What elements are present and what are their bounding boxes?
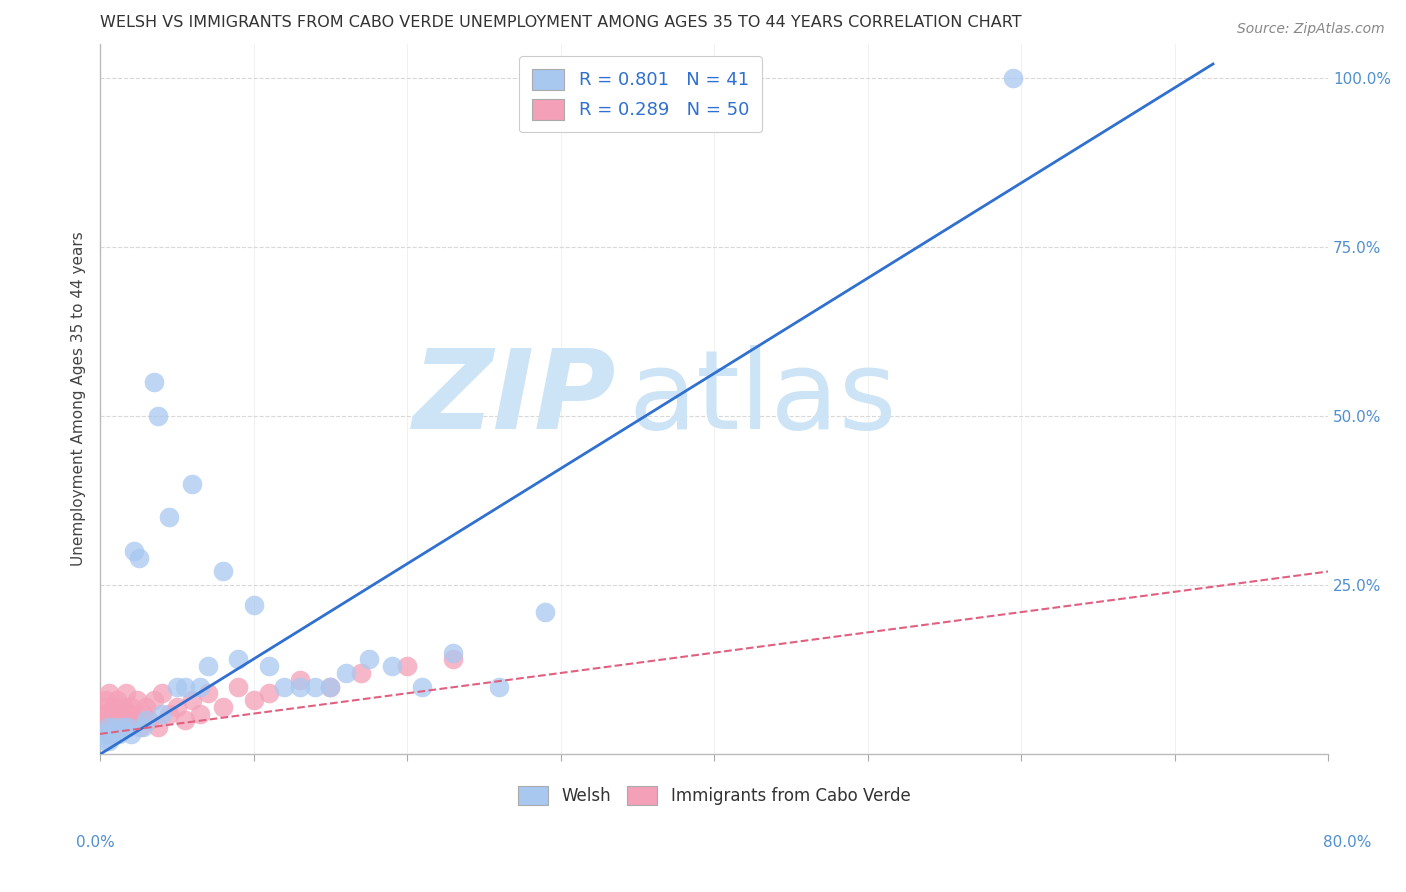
- Point: [166, 680, 188, 694]
- Point: [91, 706, 114, 721]
- Point: [135, 714, 157, 728]
- Point: [98, 686, 121, 700]
- Point: [181, 476, 204, 491]
- Point: [132, 706, 155, 721]
- Point: [357, 652, 380, 666]
- Point: [98, 714, 121, 728]
- Point: [101, 727, 124, 741]
- Point: [288, 680, 311, 694]
- Point: [257, 659, 280, 673]
- Point: [108, 706, 131, 721]
- Text: WELSH VS IMMIGRANTS FROM CABO VERDE UNEMPLOYMENT AMONG AGES 35 TO 44 YEARS CORRE: WELSH VS IMMIGRANTS FROM CABO VERDE UNEM…: [100, 15, 1022, 30]
- Point: [150, 686, 173, 700]
- Point: [117, 720, 139, 734]
- Point: [138, 714, 160, 728]
- Point: [93, 720, 115, 734]
- Point: [97, 706, 120, 721]
- Point: [181, 693, 204, 707]
- Point: [104, 720, 127, 734]
- Point: [135, 699, 157, 714]
- Point: [107, 720, 129, 734]
- Point: [681, 70, 703, 85]
- Point: [101, 706, 124, 721]
- Point: [441, 652, 464, 666]
- Text: Source: ZipAtlas.com: Source: ZipAtlas.com: [1237, 22, 1385, 37]
- Point: [114, 720, 136, 734]
- Point: [212, 699, 235, 714]
- Point: [93, 699, 115, 714]
- Point: [129, 720, 152, 734]
- Point: [97, 720, 120, 734]
- Point: [104, 714, 127, 728]
- Point: [120, 727, 142, 741]
- Point: [98, 733, 121, 747]
- Text: 0.0%: 0.0%: [76, 836, 115, 850]
- Point: [304, 680, 326, 694]
- Point: [226, 652, 249, 666]
- Y-axis label: Unemployment Among Ages 35 to 44 years: Unemployment Among Ages 35 to 44 years: [72, 232, 86, 566]
- Point: [396, 659, 419, 673]
- Point: [148, 720, 170, 734]
- Point: [115, 686, 138, 700]
- Point: [97, 720, 120, 734]
- Point: [105, 693, 128, 707]
- Point: [188, 680, 211, 694]
- Legend: Welsh, Immigrants from Cabo Verde: Welsh, Immigrants from Cabo Verde: [506, 774, 922, 817]
- Point: [125, 693, 148, 707]
- Point: [188, 706, 211, 721]
- Point: [91, 727, 114, 741]
- Point: [118, 706, 141, 721]
- Point: [1002, 70, 1025, 85]
- Point: [142, 693, 165, 707]
- Point: [100, 720, 122, 734]
- Text: ZIP: ZIP: [412, 345, 616, 452]
- Point: [197, 659, 219, 673]
- Point: [534, 605, 557, 619]
- Point: [226, 680, 249, 694]
- Point: [103, 699, 125, 714]
- Point: [96, 693, 118, 707]
- Point: [128, 551, 150, 566]
- Point: [148, 409, 170, 423]
- Point: [112, 720, 135, 734]
- Point: [212, 565, 235, 579]
- Text: atlas: atlas: [628, 345, 897, 452]
- Point: [142, 375, 165, 389]
- Point: [173, 714, 195, 728]
- Point: [665, 70, 688, 85]
- Point: [91, 727, 114, 741]
- Point: [242, 599, 264, 613]
- Point: [319, 680, 342, 694]
- Point: [197, 686, 219, 700]
- Point: [90, 720, 112, 734]
- Point: [122, 714, 145, 728]
- Point: [319, 680, 342, 694]
- Point: [166, 699, 188, 714]
- Point: [173, 680, 195, 694]
- Point: [411, 680, 433, 694]
- Point: [96, 714, 118, 728]
- Point: [242, 693, 264, 707]
- Point: [441, 646, 464, 660]
- Point: [120, 699, 142, 714]
- Point: [157, 706, 180, 721]
- Point: [350, 665, 373, 680]
- Point: [381, 659, 404, 673]
- Point: [122, 544, 145, 558]
- Point: [257, 686, 280, 700]
- Point: [132, 720, 155, 734]
- Point: [111, 714, 134, 728]
- Point: [117, 714, 139, 728]
- Point: [107, 727, 129, 741]
- Point: [157, 510, 180, 524]
- Point: [488, 680, 510, 694]
- Point: [288, 673, 311, 687]
- Point: [101, 727, 124, 741]
- Point: [335, 665, 357, 680]
- Point: [150, 706, 173, 721]
- Text: 80.0%: 80.0%: [1323, 836, 1371, 850]
- Point: [93, 733, 115, 747]
- Point: [273, 680, 295, 694]
- Point: [112, 699, 135, 714]
